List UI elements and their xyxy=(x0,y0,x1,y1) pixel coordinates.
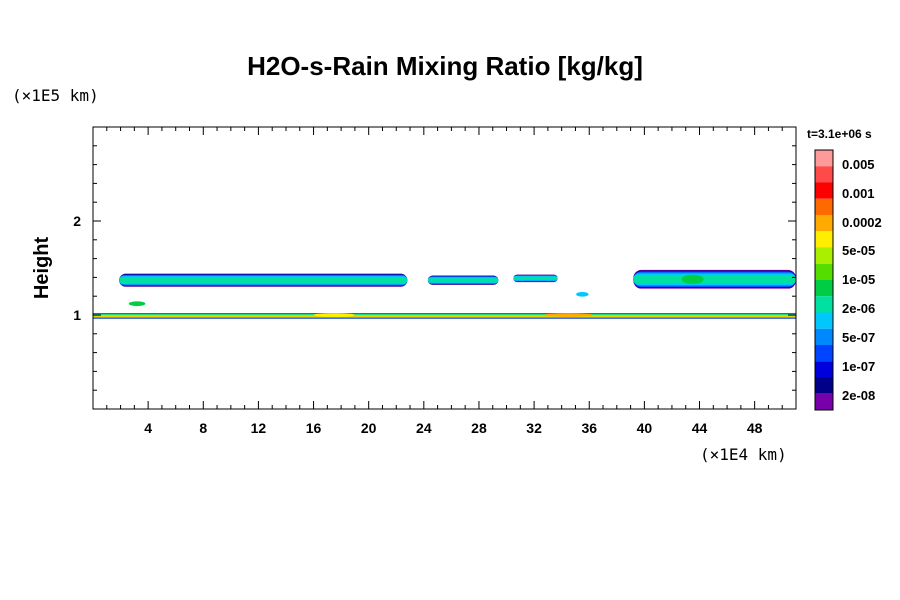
colorbar-label: 5e-07 xyxy=(842,330,875,345)
colorbar-swatch xyxy=(815,198,833,215)
colorbar-swatch xyxy=(815,166,833,183)
x-tick-label: 40 xyxy=(637,420,653,436)
colorbar-label: 1e-05 xyxy=(842,272,875,287)
colorbar-swatch xyxy=(815,280,833,297)
patch-4 xyxy=(313,313,355,317)
patch-0 xyxy=(128,301,146,307)
band-3 xyxy=(513,274,558,283)
x-tick-label: 16 xyxy=(306,420,322,436)
colorbar-swatch xyxy=(815,215,833,232)
x-tick-label: 28 xyxy=(471,420,487,436)
colorbar-label: 0.001 xyxy=(842,186,875,201)
y-unit-label: (×1E5 km) xyxy=(12,86,99,105)
chart-title: H2O-s-Rain Mixing Ratio [kg/kg] xyxy=(247,51,643,81)
x-tick-label: 8 xyxy=(199,420,207,436)
band-1 xyxy=(119,273,408,287)
time-label: t=3.1e+06 s xyxy=(807,127,872,141)
colorbar-label: 1e-07 xyxy=(842,359,875,374)
colorbar-frame xyxy=(814,149,834,411)
plot-area xyxy=(92,126,797,410)
colorbar-label: 2e-08 xyxy=(842,388,875,403)
colorbar-swatch xyxy=(815,328,833,345)
plot-frame xyxy=(92,126,797,410)
colorbar-swatch xyxy=(815,247,833,264)
colorbar-swatch xyxy=(815,150,833,167)
x-tick-label: 24 xyxy=(416,420,432,436)
x-tick-label: 44 xyxy=(692,420,708,436)
colorbar-swatch xyxy=(815,393,833,410)
x-unit-label: (×1E4 km) xyxy=(700,445,787,464)
x-tick-label: 12 xyxy=(251,420,267,436)
band-4 xyxy=(633,269,796,289)
colorbar-swatch xyxy=(815,231,833,248)
band-0 xyxy=(93,313,796,319)
x-tick-label: 36 xyxy=(581,420,597,436)
x-tick-label: 32 xyxy=(526,420,542,436)
colorbar-swatch xyxy=(815,312,833,329)
band-2 xyxy=(427,275,499,285)
x-tick-label: 4 xyxy=(144,420,152,436)
colorbar-swatch xyxy=(815,377,833,394)
colorbar-label: 0.005 xyxy=(842,157,875,172)
colorbar-swatch xyxy=(815,263,833,280)
colorbar-swatch xyxy=(815,361,833,378)
colorbar-label: 5e-05 xyxy=(842,243,875,258)
x-tick-label: 20 xyxy=(361,420,377,436)
colorbar-swatch xyxy=(815,182,833,199)
x-tick-label: 48 xyxy=(747,420,763,436)
patch-1 xyxy=(576,291,589,297)
colorbar-swatch xyxy=(815,345,833,362)
colorbar-label: 0.0002 xyxy=(842,215,882,230)
patch-2 xyxy=(681,274,704,284)
colorbar-swatch xyxy=(815,296,833,313)
y-axis-label: Height xyxy=(31,237,53,300)
colorbar: 0.005 0.001 0.0002 5e-05 1e-05 2e-06 5e-07 1e-0… xyxy=(814,149,882,411)
y-tick-label: 2 xyxy=(73,213,81,229)
colorbar-label: 2e-06 xyxy=(842,301,875,316)
patch-3 xyxy=(544,313,593,317)
y-tick-label: 1 xyxy=(73,307,81,323)
